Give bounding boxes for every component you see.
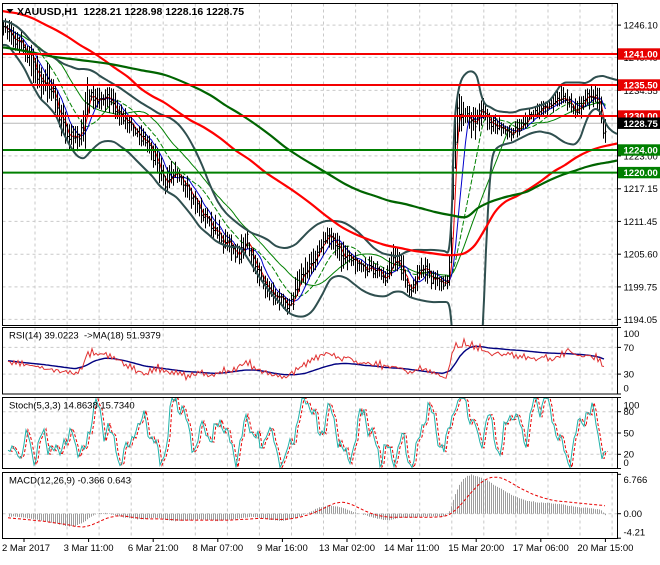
- svg-text:1241.00: 1241.00: [624, 50, 658, 61]
- svg-text:1211.45: 1211.45: [624, 217, 658, 228]
- svg-text:9 Mar 16:00: 9 Mar 16:00: [257, 543, 308, 554]
- svg-text:3 Mar 11:00: 3 Mar 11:00: [64, 543, 114, 554]
- svg-text:70: 70: [624, 343, 635, 354]
- svg-text:RSI(14) 39.0223 ->MA(18) 51.9: RSI(14) 39.0223 ->MA(18) 51.9379: [9, 331, 161, 342]
- svg-text:6.766: 6.766: [624, 475, 648, 486]
- svg-text:1234.55: 1234.55: [624, 86, 658, 97]
- svg-text:1205.60: 1205.60: [624, 250, 658, 261]
- svg-text:6 Mar 21:00: 6 Mar 21:00: [128, 543, 179, 554]
- svg-text:Stoch(5,3,3) 14.8638 15.7340: Stoch(5,3,3) 14.8638 15.7340: [9, 401, 135, 412]
- svg-text:17 Mar 06:00: 17 Mar 06:00: [513, 543, 569, 554]
- svg-text:1217.15: 1217.15: [624, 184, 658, 195]
- svg-text:15 Mar 20:00: 15 Mar 20:00: [448, 543, 504, 554]
- svg-text:-4.21: -4.21: [624, 527, 646, 538]
- svg-text:80: 80: [624, 407, 635, 418]
- svg-text:0.00: 0.00: [624, 509, 643, 520]
- svg-text:1194.05: 1194.05: [624, 315, 658, 326]
- svg-text:1223.00: 1223.00: [624, 151, 658, 162]
- svg-text:20: 20: [624, 450, 635, 461]
- svg-text:1199.75: 1199.75: [624, 282, 658, 293]
- svg-text:14 Mar 11:00: 14 Mar 11:00: [384, 543, 439, 554]
- svg-text:13 Mar 02:00: 13 Mar 02:00: [319, 543, 375, 554]
- svg-text:0: 0: [624, 383, 629, 394]
- svg-text:1228.75: 1228.75: [624, 119, 659, 130]
- svg-text:1220.00: 1220.00: [624, 168, 658, 179]
- svg-text:8 Mar 07:00: 8 Mar 07:00: [192, 543, 243, 554]
- svg-text:1235.50: 1235.50: [624, 81, 658, 92]
- svg-text:1230.00: 1230.00: [624, 112, 658, 123]
- svg-text:MACD(12,26,9) -0.366 0.643: MACD(12,26,9) -0.366 0.643: [9, 476, 131, 487]
- svg-text:100: 100: [624, 400, 640, 411]
- svg-text:0: 0: [624, 458, 629, 469]
- svg-text:1246.10: 1246.10: [624, 21, 658, 32]
- svg-text:1224.00: 1224.00: [624, 146, 658, 157]
- svg-text:20 Mar 15:00: 20 Mar 15:00: [577, 543, 633, 554]
- svg-text:30: 30: [624, 369, 635, 380]
- svg-text:50: 50: [624, 428, 635, 439]
- svg-text:2 Mar 2017: 2 Mar 2017: [2, 543, 50, 554]
- svg-text:XAUUSD,H1 1228.21 1228.98 122: XAUUSD,H1 1228.21 1228.98 1228.16 1228.7…: [17, 6, 244, 18]
- svg-text:100: 100: [624, 329, 640, 340]
